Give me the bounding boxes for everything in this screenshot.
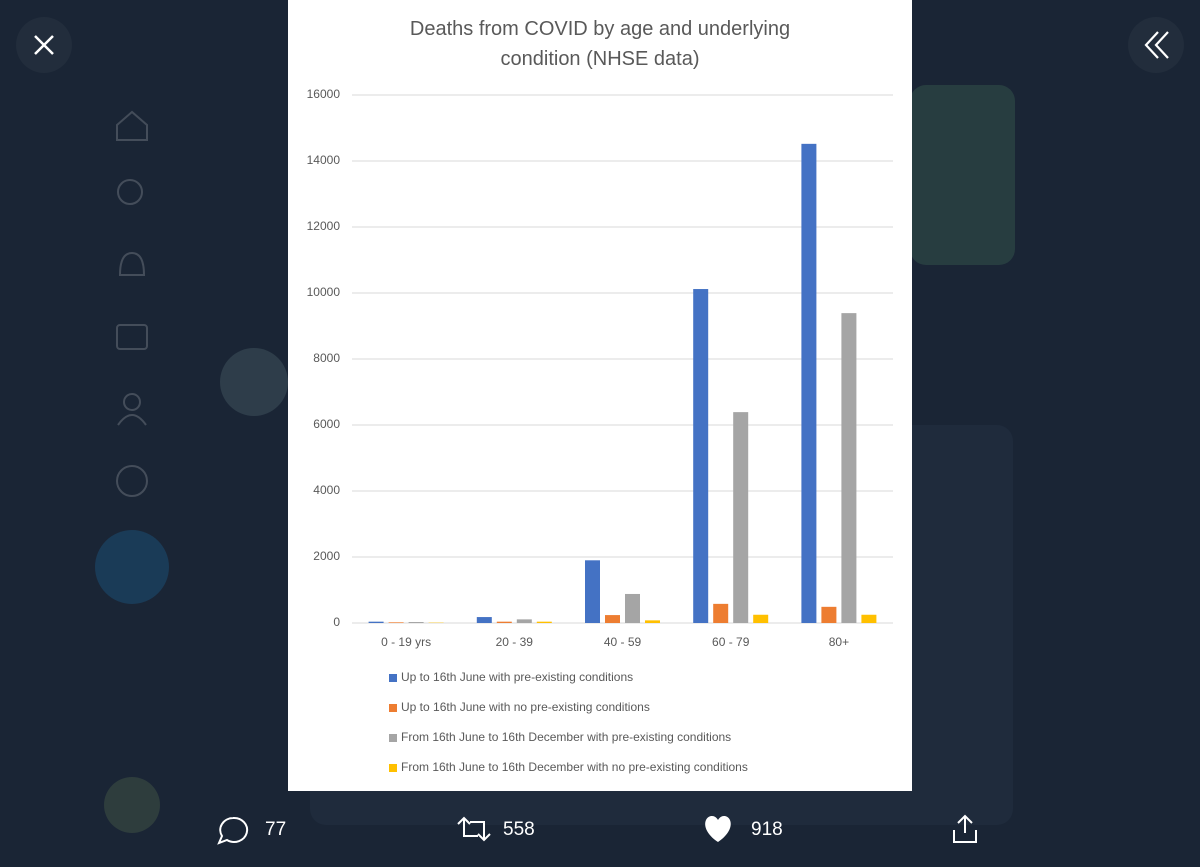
bar	[733, 412, 749, 623]
bar	[645, 620, 660, 623]
y-tick-label: 14000	[307, 153, 341, 167]
plot: 0 2000 4000 6000 8000 10000 12000 14000 16000 0 -…	[307, 87, 893, 774]
y-tick-label: 8000	[313, 351, 340, 365]
y-tick-label: 6000	[313, 417, 340, 431]
expand-icon[interactable]	[1144, 31, 1169, 59]
legend-swatch	[389, 674, 397, 682]
retweet-icon[interactable]	[457, 816, 491, 842]
bar	[821, 606, 837, 623]
bar	[801, 143, 817, 623]
reply-icon[interactable]	[217, 816, 249, 845]
chart-title: Deaths from COVID by age and underlying …	[409, 18, 791, 70]
legend-swatch	[389, 764, 397, 772]
y-tick-label: 12000	[307, 219, 341, 233]
x-tick-label: 80+	[829, 635, 849, 649]
bar	[693, 289, 709, 623]
x-tick-label: 20 - 39	[496, 635, 534, 649]
bar	[753, 614, 769, 623]
y-tick-label: 10000	[307, 285, 341, 299]
legend-swatch	[389, 704, 397, 712]
legend-label: From 16th June to 16th December with pre…	[401, 730, 731, 744]
y-tick-label: 2000	[313, 549, 340, 563]
x-tick-label: 0 - 19 yrs	[381, 635, 431, 649]
bar	[841, 313, 857, 623]
x-tick-label: 60 - 79	[712, 635, 750, 649]
legend-label: Up to 16th June with pre-existing condit…	[401, 670, 633, 684]
bar	[536, 621, 552, 623]
legend-label: From 16th June to 16th December with no …	[401, 760, 748, 774]
reply-count[interactable]: 77	[265, 819, 287, 840]
y-tick-label: 4000	[313, 483, 340, 497]
bar	[496, 621, 512, 623]
bar	[408, 622, 424, 623]
bar	[585, 560, 600, 623]
y-tick-label: 16000	[307, 87, 341, 101]
retweet-count[interactable]: 558	[503, 819, 535, 840]
bar	[713, 603, 729, 623]
like-count[interactable]: 918	[751, 819, 783, 840]
bar	[516, 619, 532, 623]
like-icon[interactable]	[705, 816, 731, 842]
legend-label: Up to 16th June with no pre-existing con…	[401, 700, 650, 714]
bar	[605, 615, 620, 623]
bar	[476, 617, 492, 623]
bar	[861, 614, 877, 623]
bar	[388, 622, 404, 623]
close-icon[interactable]	[34, 35, 54, 55]
share-icon[interactable]	[953, 814, 977, 843]
x-tick-label: 40 - 59	[604, 635, 642, 649]
y-tick-label: 0	[333, 615, 340, 629]
legend-swatch	[389, 734, 397, 742]
bar	[625, 593, 640, 623]
bar	[368, 621, 384, 623]
